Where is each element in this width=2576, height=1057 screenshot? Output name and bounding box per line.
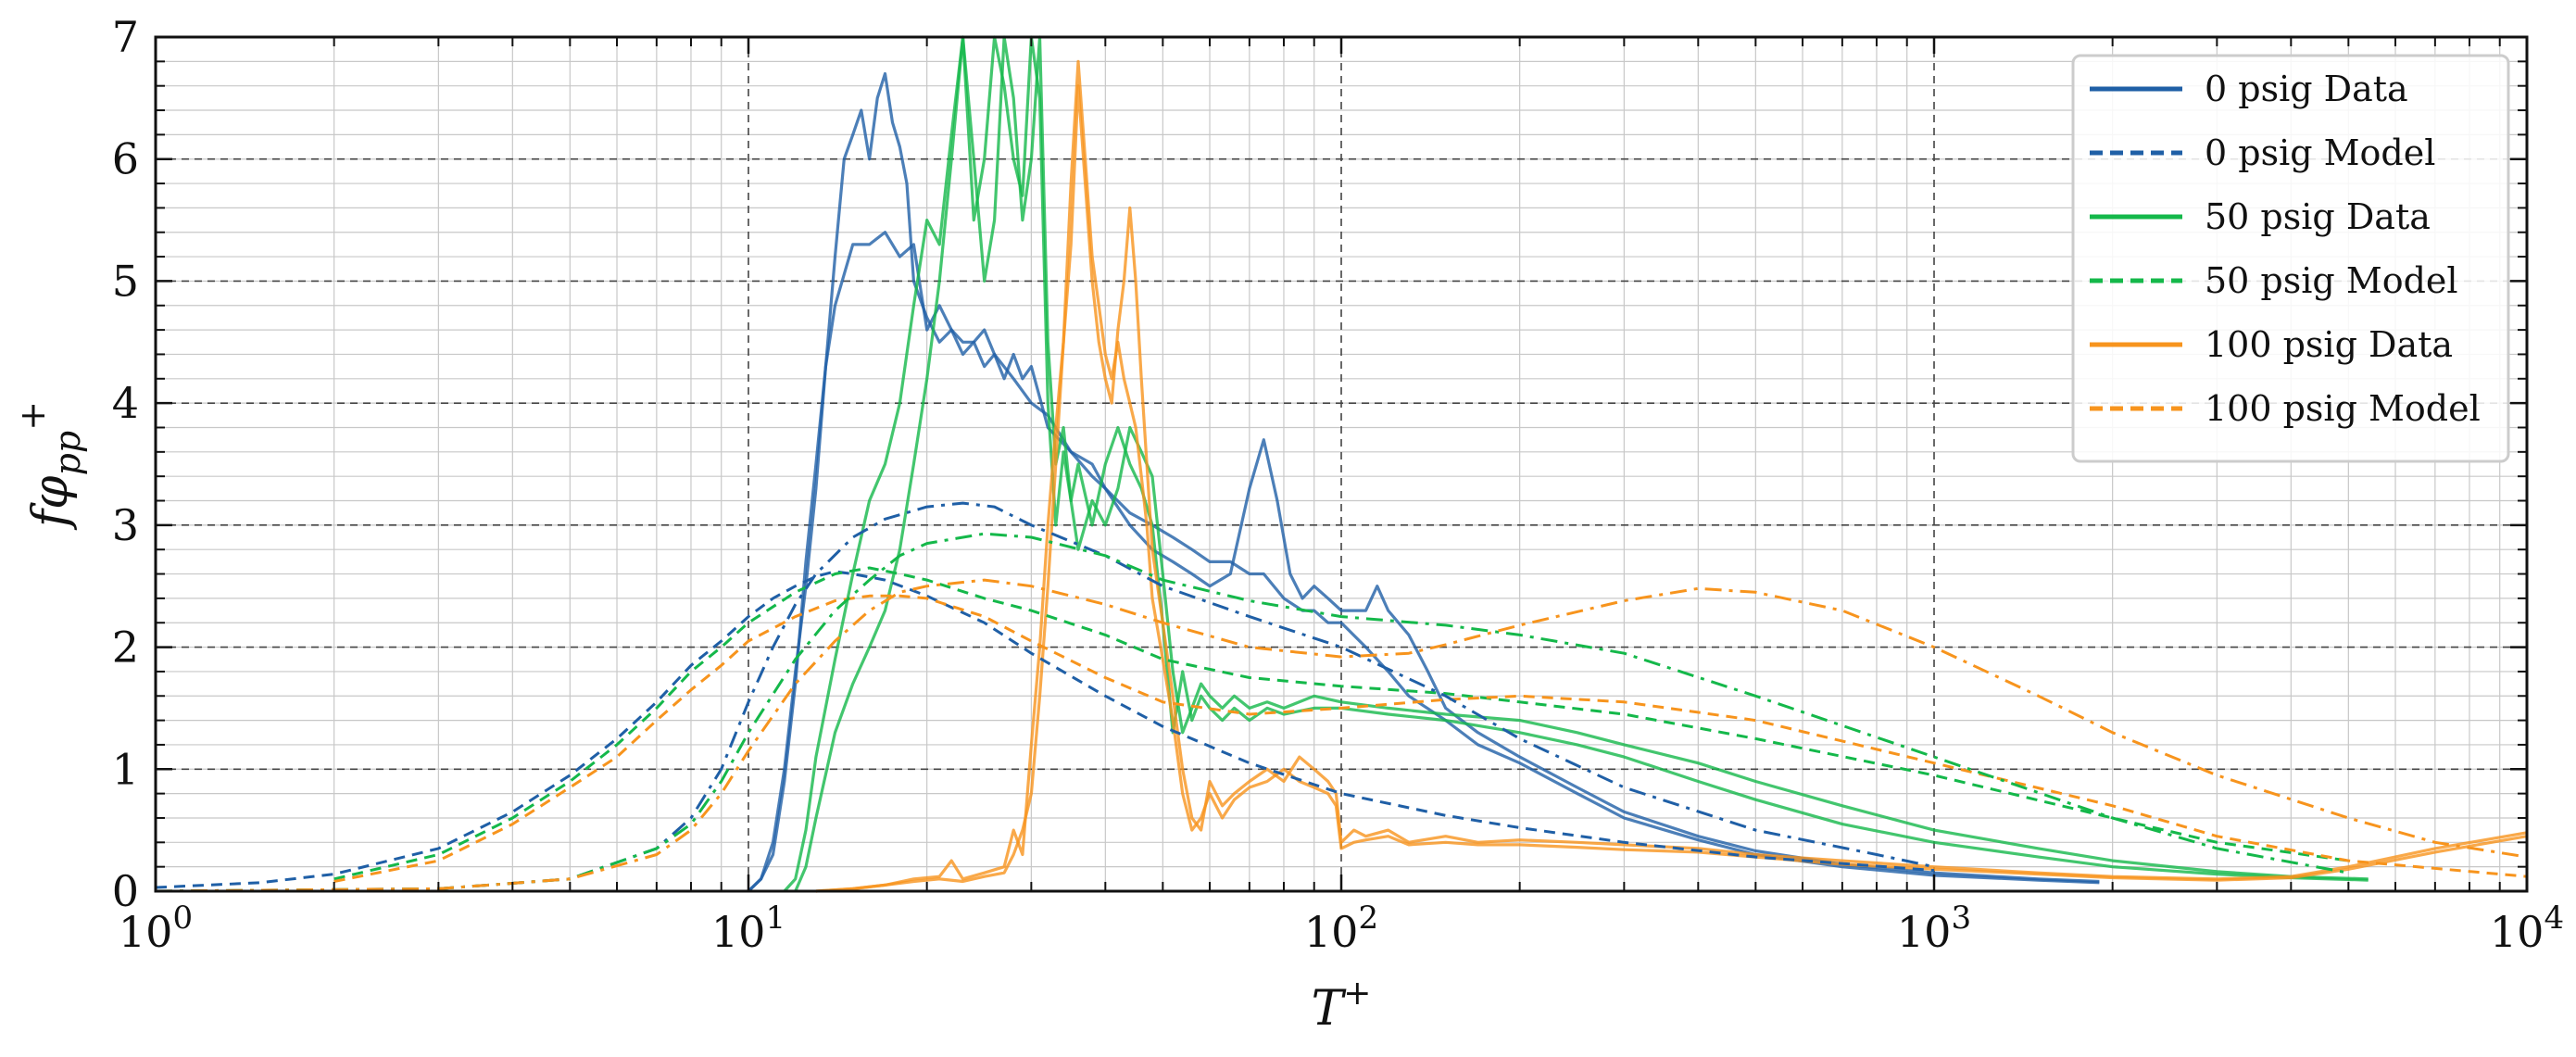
x-tick-label: 102: [1304, 900, 1378, 957]
series-50-psig-data-2: [794, 35, 2369, 892]
series-100-psig-data-repeat-5: [815, 59, 2528, 893]
axis-ticks: [154, 35, 2529, 893]
series-0-psig-model-dash-dot-9: [155, 501, 1935, 893]
y-tick-label: 3: [112, 500, 139, 550]
x-tick-label: 101: [711, 900, 785, 957]
x-tick-label: 100: [119, 900, 193, 957]
legend-label: 100 psig Data: [2205, 324, 2453, 365]
legend-label: 0 psig Data: [2205, 69, 2408, 109]
y-tick-label: 4: [112, 378, 139, 428]
series-0-psig-data-repeat-1: [747, 231, 2100, 893]
legend-label: 50 psig Data: [2205, 196, 2431, 237]
y-axis-label: fφpp+: [12, 401, 88, 531]
x-tick-labels: 100 101 102 103 104: [119, 900, 2564, 957]
y-tick-label: 7: [112, 12, 139, 62]
series-100-psig-data-4: [815, 84, 2528, 893]
series-50-psig-data-repeat-3: [783, 35, 2369, 893]
y-tick-label: 6: [112, 134, 139, 184]
y-tick-label: 1: [112, 744, 139, 794]
x-axis-label: T+: [1312, 975, 1372, 1037]
y-tick-label: 5: [112, 256, 139, 306]
series-50-psig-model-7: [333, 566, 2349, 881]
legend-label: 0 psig Model: [2205, 132, 2435, 173]
y-tick-label: 2: [112, 623, 139, 673]
legend-label: 50 psig Model: [2205, 260, 2458, 301]
series-100-psig-model-dash-dot-11: [155, 578, 2528, 893]
legend-label: 100 psig Model: [2205, 388, 2481, 429]
legend-box: [2071, 54, 2510, 463]
x-tick-label: 103: [1897, 900, 1971, 957]
series-0-psig-data-0: [747, 71, 2100, 893]
series-0-psig-model-6: [155, 570, 1935, 889]
y-tick-labels: 0 1 2 3 4 5 6 7: [112, 12, 139, 916]
series-layer: [155, 35, 2528, 893]
y-tick-label: 0: [112, 866, 139, 916]
legend: 0 psig Data 0 psig Model 50 psig Data 50 ps…: [2071, 54, 2510, 463]
x-tick-label: 104: [2490, 900, 2564, 957]
